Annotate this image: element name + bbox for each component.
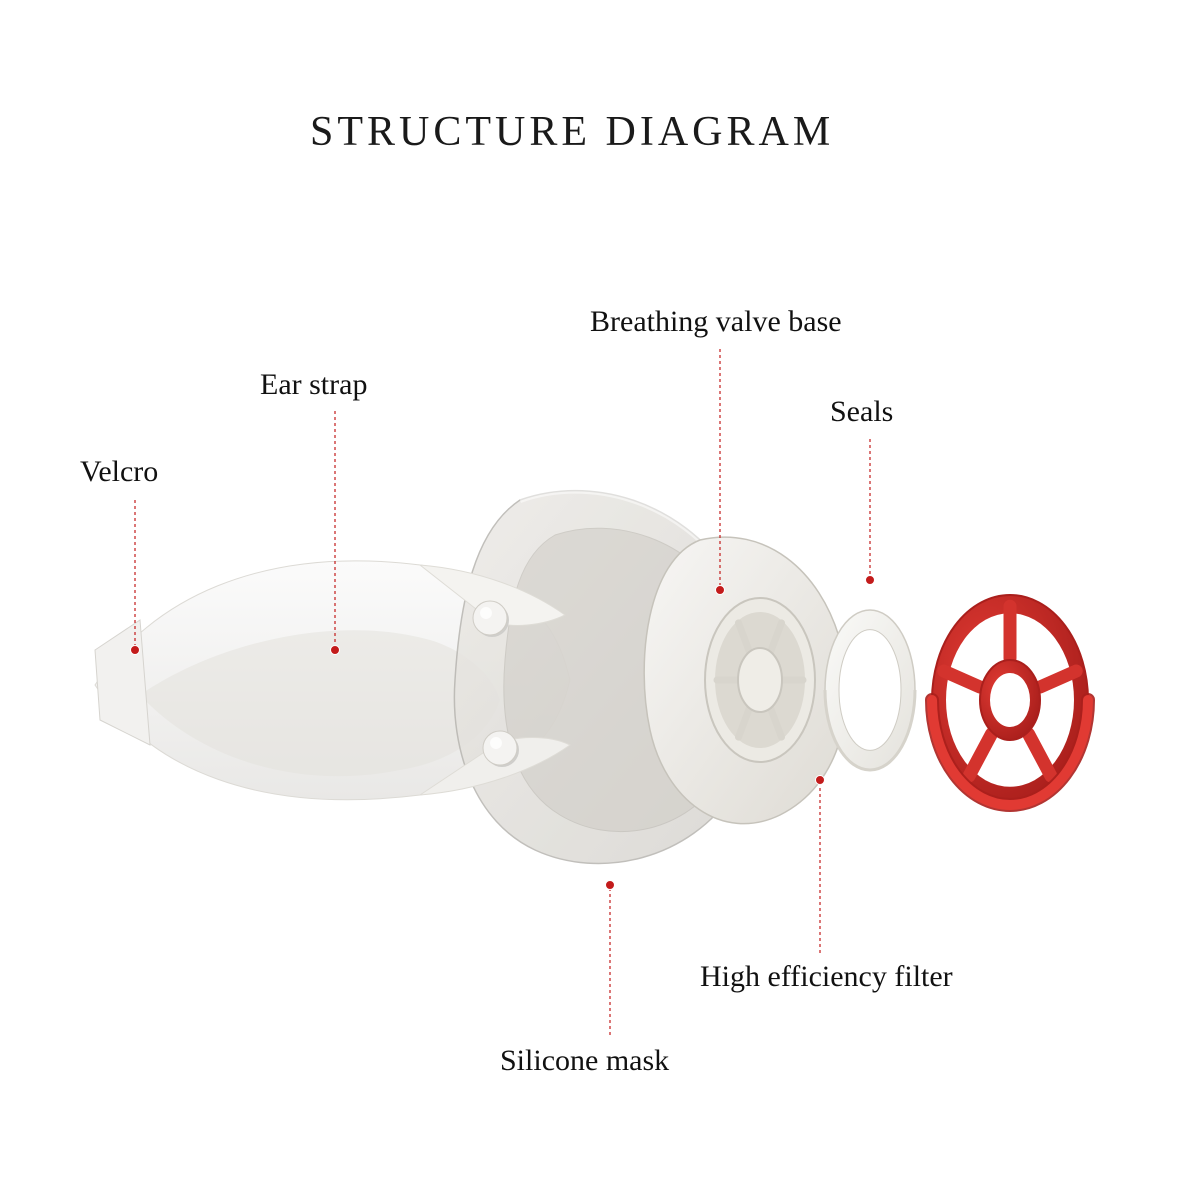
velcro-tab <box>95 620 150 745</box>
seal-hub <box>980 660 1040 740</box>
valve-spoke <box>760 623 782 680</box>
valve-spoke <box>760 680 782 737</box>
filter-ring-hole <box>839 630 901 751</box>
leader-dot-mask <box>606 881 615 890</box>
label-filter: High efficiency filter <box>700 960 953 994</box>
label-seals: Seals <box>830 395 893 429</box>
seal-spoke <box>944 671 980 687</box>
valve-spoke <box>739 623 761 680</box>
strap-arm-bottom <box>420 738 570 796</box>
label-valve: Breathing valve base <box>590 305 842 339</box>
seal-hub-hole <box>990 673 1030 727</box>
ear-strap <box>95 561 570 800</box>
seal-cage-cutout <box>946 613 1074 787</box>
leader-dot-filter <box>816 776 825 785</box>
seal-spoke-shade <box>1029 734 1051 776</box>
label-earstrap: Ear strap <box>260 368 367 402</box>
pin-highlight-0 <box>480 607 492 619</box>
pin-shadow-1 <box>485 733 519 767</box>
seal-spoke-shade <box>944 671 980 687</box>
leader-dot-velcro <box>131 646 140 655</box>
filter-ring-edge <box>825 690 915 770</box>
seal-spoke-shade <box>969 734 991 776</box>
shell-highlight <box>520 491 730 575</box>
seal-spoke <box>1040 671 1076 687</box>
strap-shade <box>140 630 500 776</box>
seal-rim-front <box>932 700 1088 805</box>
leader-dot-seals <box>866 576 875 585</box>
leader-dot-valve <box>716 586 725 595</box>
strap-pin-0 <box>473 601 507 635</box>
seal-spoke <box>969 734 991 776</box>
seal-spoke <box>1029 734 1051 776</box>
pin-shadow-0 <box>475 603 509 637</box>
label-velcro: Velcro <box>80 455 158 489</box>
strap-arm-top <box>420 565 565 625</box>
valve-port <box>705 598 815 762</box>
silicone-mask-body <box>454 491 764 864</box>
diagram-title: STRUCTURE DIAGRAM <box>310 108 834 156</box>
strap-pin-1 <box>483 731 517 765</box>
diagram-stage: STRUCTURE DIAGRAM Velcro Ear strap Breathi… <box>0 0 1200 1200</box>
seal-spoke-shade <box>1040 671 1076 687</box>
valve-spoke <box>739 680 761 737</box>
diagram-svg <box>0 0 1200 1200</box>
valve-hub <box>738 648 782 712</box>
filter-ring-outer <box>825 610 915 770</box>
seal-rim-front-hl <box>932 700 1088 805</box>
pin-highlight-1 <box>490 737 502 749</box>
silicone-mask-inner <box>504 528 750 831</box>
seal-cage-outer <box>932 595 1088 805</box>
leader-dot-earstrap <box>331 646 340 655</box>
valve-port-inner <box>715 612 805 748</box>
breathing-valve-base <box>644 537 846 824</box>
label-mask: Silicone mask <box>500 1044 669 1078</box>
